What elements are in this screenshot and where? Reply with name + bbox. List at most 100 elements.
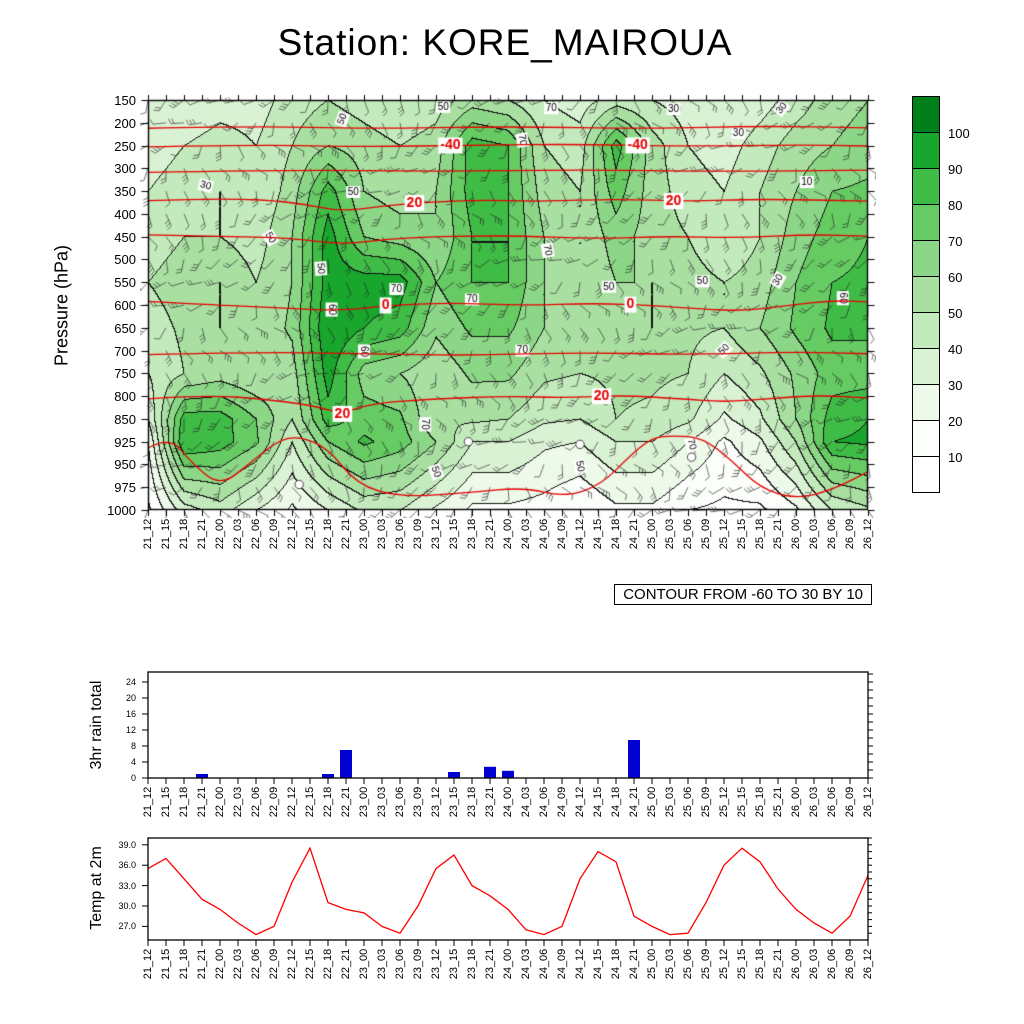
- pressure-time-cross-section: [140, 92, 876, 518]
- time-tick-label: 22_06: [250, 786, 262, 818]
- rain-ytick-label: 8: [130, 741, 136, 751]
- time-tick-label: 22_00: [214, 786, 226, 818]
- time-tick-label: 25_21: [772, 786, 784, 818]
- rain-ytick-label: 0: [130, 773, 136, 783]
- time-tick-label: 26_06: [826, 518, 838, 550]
- time-tick-label: 24_00: [502, 786, 514, 818]
- time-tick-label: 25_06: [682, 518, 694, 550]
- time-tick-label: 26_09: [844, 518, 856, 550]
- colorbar-tick-label: 10: [948, 450, 963, 465]
- time-tick-label: 22_03: [232, 518, 244, 550]
- time-tick-label: 22_18: [322, 786, 334, 818]
- time-tick-label: 23_09: [412, 786, 424, 818]
- time-tick-label: 24_21: [628, 786, 640, 818]
- time-tick-label: 25_09: [700, 948, 712, 980]
- time-tick-label: 23_18: [466, 948, 478, 980]
- rain-bar: [340, 750, 352, 778]
- time-tick-label: 25_00: [646, 948, 658, 980]
- colorbar-tick-label: 40: [948, 342, 963, 357]
- pressure-tick-label: 650: [114, 320, 136, 336]
- time-tick-label: 23_15: [448, 948, 460, 980]
- rain-bar: [628, 740, 640, 778]
- colorbar-cell: [912, 384, 940, 421]
- time-tick-label: 25_00: [646, 786, 658, 818]
- rain-ytick-label: 4: [130, 757, 136, 767]
- rain-bar-chart: [142, 671, 873, 784]
- pressure-tick-label: 550: [114, 275, 136, 291]
- pressure-tick-label: 800: [114, 389, 136, 405]
- time-tick-label: 26_03: [808, 786, 820, 818]
- time-tick-label: 26_03: [808, 518, 820, 550]
- time-tick-label: 23_03: [376, 948, 388, 980]
- pressure-tick-label: 950: [114, 457, 136, 473]
- time-tick-label: 21_15: [160, 518, 172, 550]
- time-tick-label: 22_15: [304, 948, 316, 980]
- time-tick-label: 26_00: [790, 518, 802, 550]
- humidity-colorbar: [912, 96, 940, 493]
- time-tick-label: 22_00: [214, 948, 226, 980]
- temp-line-chart: [142, 837, 872, 946]
- time-tick-label: 25_12: [718, 786, 730, 818]
- time-tick-label: 22_21: [340, 948, 352, 980]
- colorbar-tick-label: 70: [948, 234, 963, 249]
- time-tick-label: 22_18: [322, 948, 334, 980]
- time-tick-label: 22_21: [340, 518, 352, 550]
- temp-line: [147, 846, 869, 936]
- time-tick-label: 26_03: [808, 948, 820, 980]
- colorbar-tick-label: 60: [948, 270, 963, 285]
- time-tick-label: 21_12: [142, 518, 154, 550]
- rain-ytick-label: 24: [125, 677, 136, 687]
- temp-ytick-label: 39.0: [118, 839, 136, 850]
- time-tick-label: 24_03: [520, 518, 532, 550]
- time-tick-label: 24_00: [502, 948, 514, 980]
- rain-bar: [448, 772, 460, 778]
- time-tick-label: 25_03: [664, 786, 676, 818]
- time-tick-label: 24_21: [628, 948, 640, 980]
- time-tick-label: 21_18: [178, 786, 190, 818]
- time-tick-label: 24_09: [556, 948, 568, 980]
- time-tick-label: 21_18: [178, 948, 190, 980]
- time-tick-label: 21_21: [196, 948, 208, 980]
- time-tick-label: 24_15: [592, 518, 604, 550]
- colorbar-cell: [912, 132, 940, 169]
- colorbar-tick-label: 20: [948, 414, 963, 429]
- time-tick-label: 21_15: [160, 948, 172, 980]
- colorbar-cell: [912, 312, 940, 349]
- time-tick-label: 25_15: [736, 786, 748, 818]
- time-tick-label: 26_00: [790, 786, 802, 818]
- time-tick-label: 24_18: [610, 948, 622, 980]
- time-tick-label: 26_12: [862, 786, 874, 818]
- temp-ytick-label: 36.0: [118, 860, 136, 871]
- time-tick-label: 24_06: [538, 948, 550, 980]
- time-tick-label: 25_21: [772, 518, 784, 550]
- temp-ytick-label: 27.0: [118, 921, 136, 932]
- time-tick-label: 21_21: [196, 518, 208, 550]
- colorbar-cell: [912, 276, 940, 313]
- time-tick-label: 26_00: [790, 948, 802, 980]
- temp-ytick-label: 30.0: [118, 901, 136, 911]
- temp-plot-frame: [147, 837, 869, 941]
- pressure-tick-label: 750: [114, 366, 136, 382]
- pressure-tick-label: 700: [114, 343, 136, 359]
- pressure-tick-label: 250: [114, 138, 136, 154]
- pressure-axis-label: Pressure (hPa): [51, 244, 72, 367]
- time-tick-label: 24_00: [502, 518, 514, 550]
- time-tick-label: 23_12: [430, 948, 442, 980]
- time-tick-label: 21_21: [196, 786, 208, 818]
- time-tick-label: 22_03: [232, 948, 244, 980]
- time-tick-label: 24_12: [574, 518, 586, 550]
- time-tick-label: 22_21: [340, 786, 352, 818]
- pressure-tick-label: 975: [114, 480, 136, 496]
- colorbar-tick-label: 90: [948, 162, 963, 177]
- time-tick-label: 23_15: [448, 786, 460, 818]
- rain-bar: [322, 774, 334, 778]
- time-tick-label: 23_00: [358, 948, 370, 980]
- time-tick-label: 25_18: [754, 786, 766, 818]
- time-tick-label: 24_15: [592, 786, 604, 818]
- time-tick-label: 23_00: [358, 518, 370, 550]
- colorbar-tick-label: 30: [948, 378, 963, 393]
- time-tick-label: 21_12: [142, 786, 154, 818]
- time-tick-label: 24_06: [538, 518, 550, 550]
- colorbar-cell: [912, 456, 940, 493]
